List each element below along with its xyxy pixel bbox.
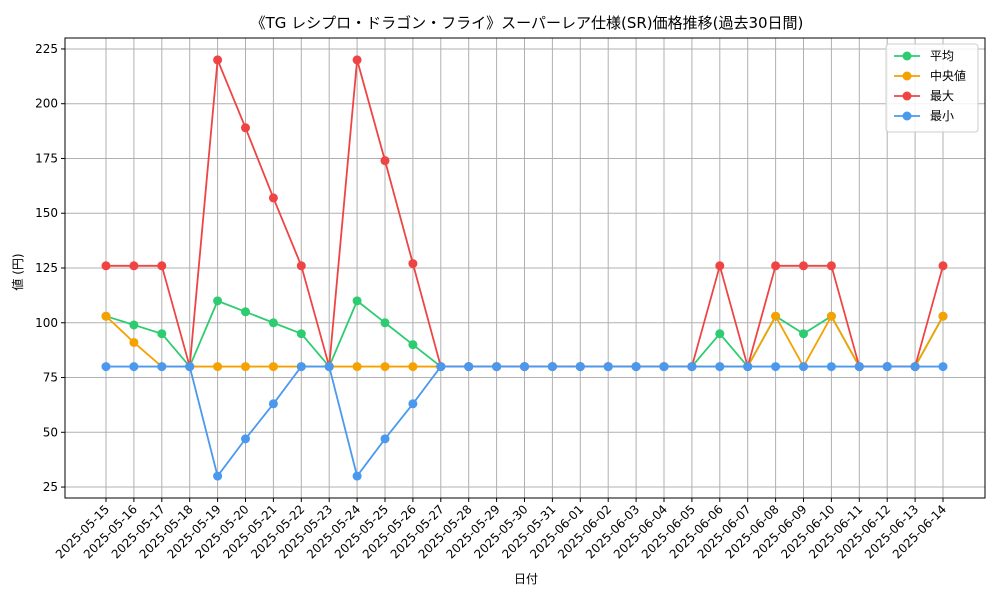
data-point bbox=[129, 320, 139, 330]
legend-box bbox=[885, 43, 979, 133]
data-point bbox=[241, 307, 250, 317]
y-tick-label: 100 bbox=[35, 316, 58, 330]
y-tick-label: 50 bbox=[43, 425, 58, 439]
series-4 bbox=[101, 362, 948, 481]
legend-label: 最大 bbox=[930, 89, 954, 103]
legend-marker bbox=[902, 111, 912, 121]
data-point bbox=[547, 362, 557, 372]
data-point bbox=[241, 362, 250, 372]
data-point bbox=[101, 311, 111, 321]
data-point bbox=[213, 362, 223, 372]
data-point bbox=[603, 362, 613, 372]
data-point bbox=[826, 261, 836, 271]
y-axis-title: 値 (円) bbox=[10, 253, 25, 290]
data-point bbox=[687, 362, 697, 372]
data-point bbox=[938, 362, 948, 372]
data-point bbox=[882, 362, 892, 372]
data-point bbox=[296, 362, 306, 372]
x-axis-title: 日付 bbox=[514, 572, 538, 586]
data-point bbox=[268, 193, 278, 203]
y-tick-label: 200 bbox=[35, 97, 58, 111]
data-point bbox=[631, 362, 641, 372]
data-point bbox=[241, 123, 250, 133]
y-tick-label: 125 bbox=[35, 261, 58, 275]
data-point bbox=[799, 329, 808, 339]
data-point bbox=[715, 261, 725, 271]
data-point bbox=[296, 261, 306, 271]
data-point bbox=[464, 362, 474, 372]
data-point bbox=[771, 362, 781, 372]
data-point bbox=[129, 337, 139, 347]
data-point bbox=[185, 362, 195, 372]
data-point bbox=[826, 362, 836, 372]
legend-item-4: 最小 bbox=[894, 109, 954, 123]
legend-marker bbox=[902, 91, 912, 101]
data-point bbox=[129, 261, 139, 271]
data-point bbox=[213, 296, 223, 306]
data-point bbox=[380, 434, 390, 444]
data-point bbox=[743, 362, 753, 372]
data-point bbox=[324, 362, 334, 372]
data-point bbox=[938, 311, 948, 321]
data-point bbox=[268, 399, 278, 409]
data-point bbox=[101, 261, 111, 271]
data-point bbox=[520, 362, 529, 372]
data-point bbox=[157, 362, 167, 372]
data-point bbox=[826, 311, 836, 321]
y-axis: 25 50 75 100 125 150 175 200 225 bbox=[35, 42, 65, 494]
y-tick-label: 25 bbox=[43, 480, 58, 494]
legend-label: 平均 bbox=[930, 49, 954, 63]
data-point bbox=[715, 362, 725, 372]
data-point bbox=[380, 156, 390, 166]
data-point bbox=[352, 471, 362, 481]
data-point bbox=[352, 55, 362, 65]
data-point bbox=[771, 311, 781, 321]
series-layer bbox=[101, 55, 948, 481]
data-point bbox=[659, 362, 669, 372]
data-point bbox=[910, 362, 920, 372]
data-point bbox=[157, 329, 167, 339]
data-point bbox=[715, 329, 725, 339]
legend-marker bbox=[902, 51, 912, 61]
data-point bbox=[380, 318, 390, 328]
data-point bbox=[101, 362, 111, 372]
legend-label: 最小 bbox=[930, 109, 954, 123]
data-point bbox=[213, 55, 223, 65]
data-point bbox=[296, 329, 306, 339]
data-point bbox=[771, 261, 781, 271]
data-point bbox=[129, 362, 139, 372]
y-tick-label: 75 bbox=[43, 371, 58, 385]
y-tick-label: 150 bbox=[35, 206, 58, 220]
legend-item-3: 最大 bbox=[894, 89, 954, 103]
data-point bbox=[799, 362, 808, 372]
data-point bbox=[380, 362, 390, 372]
legend-item-2: 中央値 bbox=[894, 68, 966, 83]
data-point bbox=[799, 261, 808, 271]
data-point bbox=[408, 340, 418, 350]
data-point bbox=[268, 362, 278, 372]
legend-item-1: 平均 bbox=[894, 49, 954, 63]
data-point bbox=[268, 318, 278, 328]
data-point bbox=[492, 362, 502, 372]
data-point bbox=[352, 362, 362, 372]
data-point bbox=[938, 261, 948, 271]
data-point bbox=[436, 362, 446, 372]
data-point bbox=[157, 261, 167, 271]
chart-title: 《TG レシプロ・ドラゴン・フライ》スーパーレア仕様(SR)価格推移(過去30日… bbox=[251, 14, 804, 32]
data-point bbox=[213, 471, 223, 481]
data-point bbox=[241, 434, 250, 444]
legend-marker bbox=[902, 71, 912, 81]
data-point bbox=[854, 362, 864, 372]
legend-label: 中央値 bbox=[930, 68, 966, 83]
data-point bbox=[575, 362, 585, 372]
y-tick-label: 175 bbox=[35, 151, 58, 165]
y-tick-label: 225 bbox=[35, 42, 58, 56]
data-point bbox=[352, 296, 362, 306]
data-point bbox=[408, 362, 418, 372]
data-point bbox=[408, 259, 418, 269]
data-point bbox=[408, 399, 418, 409]
